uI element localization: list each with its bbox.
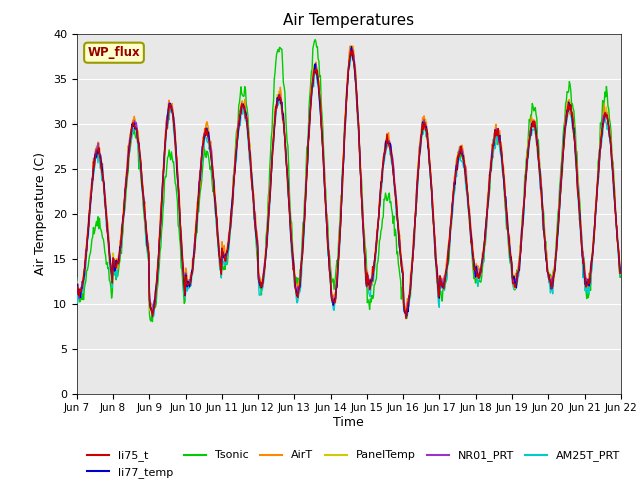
- X-axis label: Time: Time: [333, 416, 364, 429]
- Y-axis label: Air Temperature (C): Air Temperature (C): [35, 152, 47, 275]
- Legend: li75_t, li77_temp, Tsonic, AirT, PanelTemp, NR01_PRT, AM25T_PRT: li75_t, li77_temp, Tsonic, AirT, PanelTe…: [83, 446, 625, 480]
- Title: Air Temperatures: Air Temperatures: [284, 13, 414, 28]
- Text: WP_flux: WP_flux: [88, 46, 140, 59]
